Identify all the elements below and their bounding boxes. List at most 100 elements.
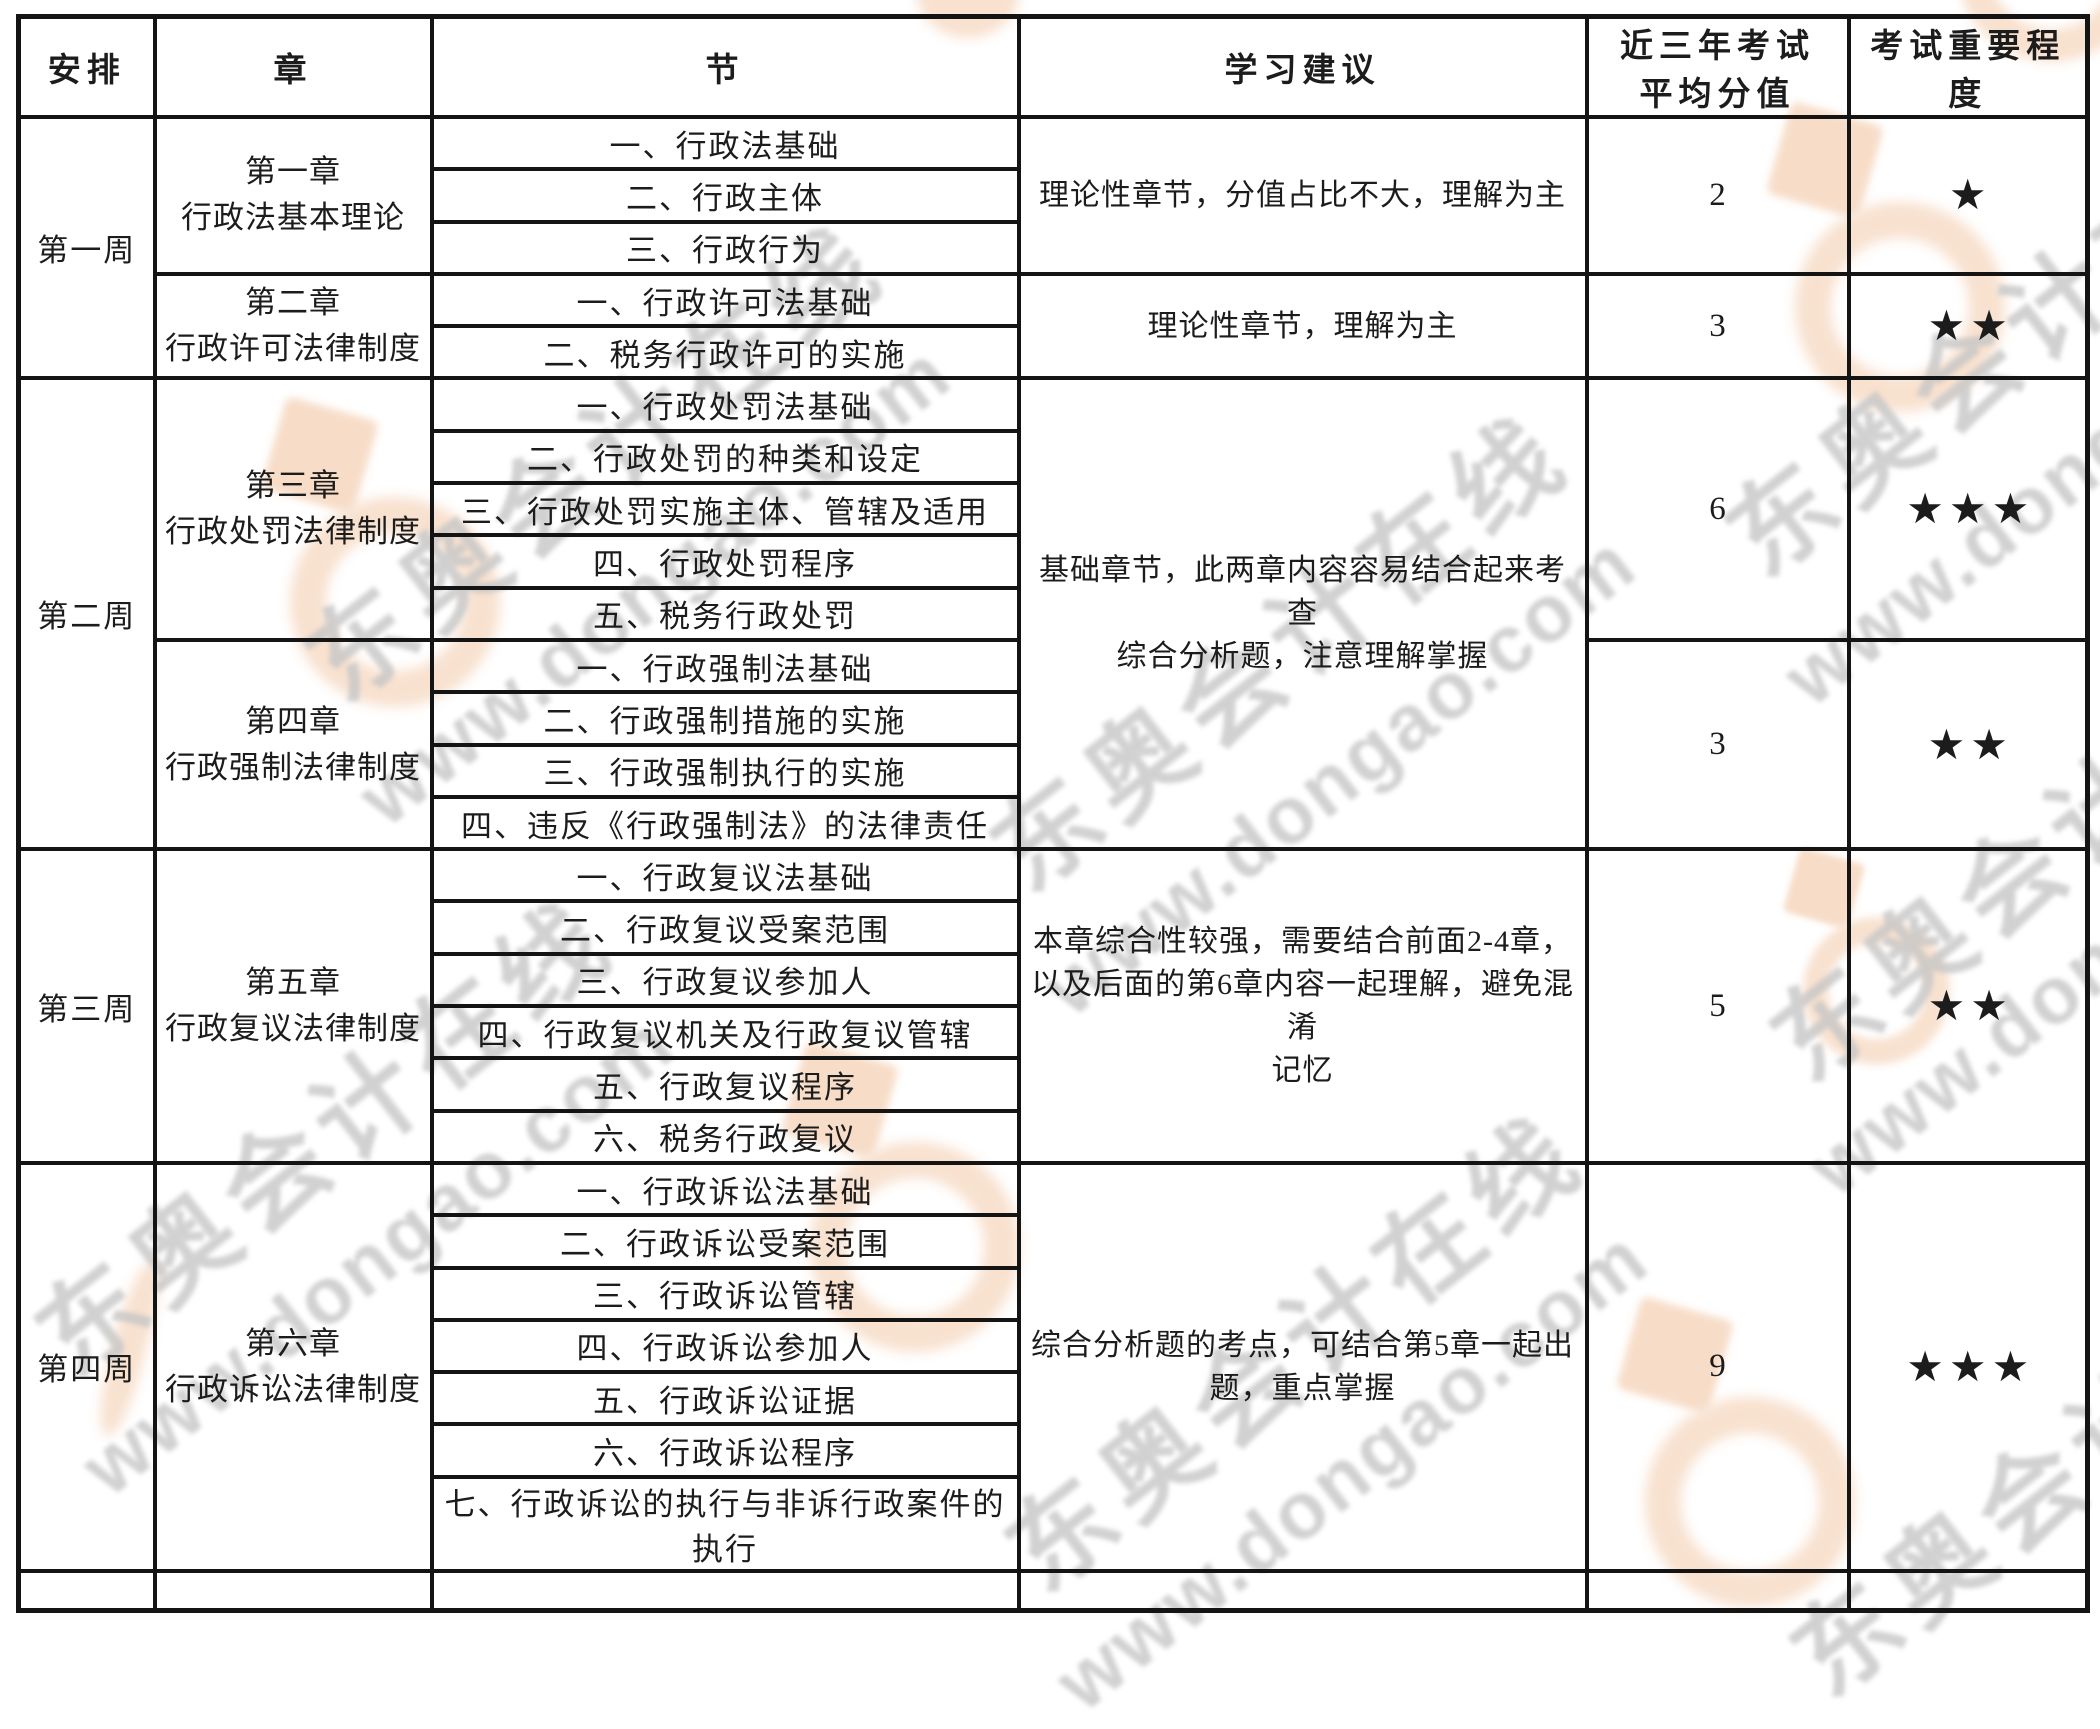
- table-row: 第四周 第六章 行政诉讼法律制度 一、行政诉讼法基础 综合分析题的考点，可结合第…: [16, 1160, 2090, 1573]
- section-cell: 一、行政处罚法基础: [429, 376, 1021, 433]
- suggestion-cell: 理论性章节，理解为主: [1016, 271, 1589, 381]
- section-cell: 四、行政处罚程序: [429, 533, 1021, 590]
- section-cell: 六、行政诉讼程序: [429, 1422, 1021, 1479]
- score-cell: 3: [1584, 637, 1851, 852]
- chapter-number: 第二章: [245, 285, 341, 321]
- week-label: 第二周: [16, 376, 157, 852]
- col-header-chapter: 章: [152, 14, 434, 119]
- suggestion-line: 记忆: [1271, 1054, 1334, 1088]
- table-row: 二、行政诉讼受案范围: [19, 1213, 2088, 1270]
- table-row: 三、行政复议参加人: [19, 951, 2088, 1009]
- section-cell: 四、违反《行政强制法》的法律责任: [429, 794, 1021, 852]
- col-header-section: 节: [429, 14, 1021, 119]
- table-row: 三、行政强制执行的实施: [19, 742, 2088, 799]
- score-cell: 9: [1584, 1160, 1851, 1573]
- suggestion-line: 理论性章节，理解为主: [1147, 309, 1458, 343]
- table-row: 第一周 第一章 行政法基本理论 一、行政法基础 理论性章节，分值占比不大，理解为…: [16, 114, 2090, 381]
- table-row: 第二章 行政许可法律制度 一、行政许可法基础 理论性章节，理解为主 3 ★★: [19, 271, 2090, 381]
- chapter-number: 第三章: [245, 468, 341, 504]
- section-cell: 五、行政诉讼证据: [429, 1370, 1021, 1427]
- stars-cell: ★★★: [1846, 376, 2090, 642]
- section-cell: 三、行政行为: [429, 219, 1021, 276]
- score-cell: 2: [1584, 115, 1851, 276]
- suggestion-line: 理论性章节，分值占比不大，理解为主: [1039, 178, 1566, 212]
- section-cell: 二、税务行政许可的实施: [429, 324, 1021, 381]
- section-cell: 三、行政诉讼管辖: [429, 1265, 1021, 1322]
- table-header-row: 安排 章 节 学习建议 近三年考试 平均分值 考试重要程度: [16, 14, 2090, 119]
- table-row: 五、行政复议程序: [19, 1056, 2088, 1113]
- chapter-name: 行政强制法律制度: [165, 749, 421, 785]
- stars-cell: ★★: [1846, 271, 2090, 381]
- stars-cell: ★★: [1846, 847, 2090, 1165]
- section-cell: 一、行政强制法基础: [429, 637, 1021, 695]
- chapter-title: 第一章 行政法基本理论: [152, 115, 434, 276]
- section-cell: 三、行政复议参加人: [429, 951, 1021, 1009]
- score-cell: 5: [1584, 847, 1851, 1165]
- section-cell: 一、行政复议法基础: [429, 847, 1021, 904]
- table-row: 第四章 行政强制法律制度 一、行政强制法基础 3 ★★: [19, 637, 2090, 852]
- table-row-partial: [16, 1568, 2090, 1613]
- table-row: 二、税务行政许可的实施: [19, 324, 2088, 381]
- empty-cell: [1016, 1568, 1589, 1613]
- chapter-title: 第二章 行政许可法律制度: [152, 271, 434, 381]
- suggestion-line: 以及后面的第6章内容一起理解，避免混淆: [1031, 968, 1574, 1045]
- suggestion-cell: 理论性章节，分值占比不大，理解为主: [1016, 115, 1589, 276]
- section-cell: 三、行政处罚实施主体、管辖及适用: [429, 481, 1021, 538]
- suggestion-line: 本章综合性较强，需要结合前面2-4章，: [1033, 925, 1572, 959]
- suggestion-line: 综合分析题，注意理解掌握: [1116, 640, 1489, 674]
- section-cell: 四、行政诉讼参加人: [429, 1317, 1021, 1375]
- empty-cell: [429, 1568, 1021, 1613]
- chapter-name: 行政诉讼法律制度: [165, 1371, 421, 1407]
- col-header-suggestion: 学习建议: [1016, 14, 1589, 119]
- table-row: 五、税务行政处罚: [19, 585, 2088, 642]
- col-header-importance: 考试重要程度: [1846, 14, 2090, 119]
- table-row: 四、行政复议机关及行政复议管辖: [19, 1004, 2088, 1061]
- chapter-title: 第五章 行政复议法律制度: [152, 847, 434, 1165]
- table-row: 四、违反《行政强制法》的法律责任: [19, 794, 2088, 852]
- study-plan-table: 安排 章 节 学习建议 近三年考试 平均分值 考试重要程度 第一周 第一章 行政…: [16, 14, 2090, 1614]
- col-header-score-line1: 近三年考试: [1620, 29, 1815, 65]
- section-cell: 六、税务行政复议: [429, 1108, 1021, 1165]
- table-row: 第三周 第五章 行政复议法律制度 一、行政复议法基础 本章综合性较强，需要结合前…: [16, 847, 2090, 1165]
- section-cell: 二、行政强制措施的实施: [429, 690, 1021, 747]
- section-cell: 三、行政强制执行的实施: [429, 742, 1021, 799]
- stars-cell: ★★: [1846, 637, 2090, 852]
- table-row: 六、税务行政复议: [19, 1108, 2088, 1165]
- suggestion-cell: 本章综合性较强，需要结合前面2-4章， 以及后面的第6章内容一起理解，避免混淆 …: [1016, 847, 1589, 1165]
- section-cell: 五、行政复议程序: [429, 1056, 1021, 1113]
- col-header-score-line2: 平均分值: [1639, 77, 1796, 113]
- week-label: 第三周: [16, 847, 157, 1165]
- chapter-number: 第五章: [245, 965, 341, 1001]
- section-cell: 一、行政许可法基础: [429, 271, 1021, 329]
- table-row: 三、行政行为: [19, 219, 2088, 276]
- week-label: 第四周: [16, 1160, 157, 1573]
- chapter-name: 行政处罚法律制度: [165, 514, 421, 550]
- table-row: 二、行政强制措施的实施: [19, 690, 2088, 747]
- section-cell: 五、税务行政处罚: [429, 585, 1021, 642]
- table-row: 六、行政诉讼程序: [19, 1422, 2088, 1479]
- section-cell: 七、行政诉讼的执行与非诉行政案件的执行: [429, 1474, 1021, 1573]
- week-label: 第一周: [16, 114, 157, 381]
- table-row: 二、行政处罚的种类和设定: [19, 428, 2088, 486]
- suggestion-line: 基础章节，此两章内容容易结合起来考查: [1039, 554, 1566, 631]
- chapter-name: 行政许可法律制度: [165, 331, 421, 367]
- table-row: 二、行政复议受案范围: [19, 899, 2088, 956]
- empty-cell: [152, 1568, 434, 1613]
- table-row: 四、行政诉讼参加人: [19, 1317, 2088, 1375]
- stars-cell: ★★★: [1846, 1160, 2090, 1573]
- score-cell: 6: [1584, 376, 1851, 642]
- chapter-title: 第四章 行政强制法律制度: [152, 637, 434, 852]
- table-row: 三、行政诉讼管辖: [19, 1265, 2088, 1322]
- section-cell: 二、行政复议受案范围: [429, 899, 1021, 956]
- suggestion-line: 题，重点掌握: [1209, 1371, 1396, 1405]
- table-row: 四、行政处罚程序: [19, 533, 2088, 590]
- suggestion-cell: 综合分析题的考点，可结合第5章一起出 题，重点掌握: [1016, 1160, 1589, 1573]
- section-cell: 二、行政处罚的种类和设定: [429, 428, 1021, 486]
- section-cell: 二、行政主体: [429, 167, 1021, 224]
- chapter-number: 第一章: [245, 154, 341, 190]
- empty-cell: [16, 1568, 157, 1613]
- chapter-title: 第六章 行政诉讼法律制度: [152, 1160, 434, 1573]
- suggestion-line: 综合分析题的考点，可结合第5章一起出: [1031, 1328, 1574, 1362]
- table-row: 第二周 第三章 行政处罚法律制度 一、行政处罚法基础 基础章节，此两章内容容易结…: [16, 376, 2090, 852]
- table-row: 三、行政处罚实施主体、管辖及适用: [19, 481, 2088, 538]
